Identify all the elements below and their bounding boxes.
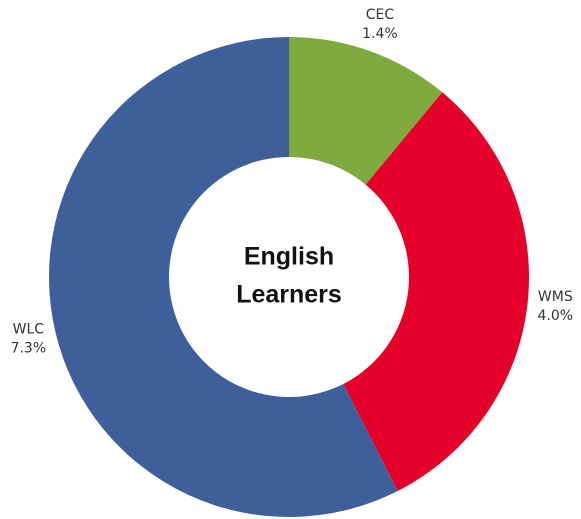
- donut-slice: [49, 37, 398, 517]
- slice-value-label: 1.4%: [362, 26, 398, 42]
- donut-slice: [343, 92, 529, 491]
- slice-value-label: 7.3%: [11, 340, 47, 356]
- center-label: Learners: [236, 281, 342, 309]
- slice-category-label: WLC: [13, 321, 45, 337]
- donut-slice: [289, 37, 443, 185]
- slice-value-label: 4.0%: [538, 308, 574, 324]
- center-label: English: [244, 243, 334, 271]
- slice-category-label: CEC: [366, 7, 395, 23]
- slice-category-label: WMS: [538, 289, 573, 305]
